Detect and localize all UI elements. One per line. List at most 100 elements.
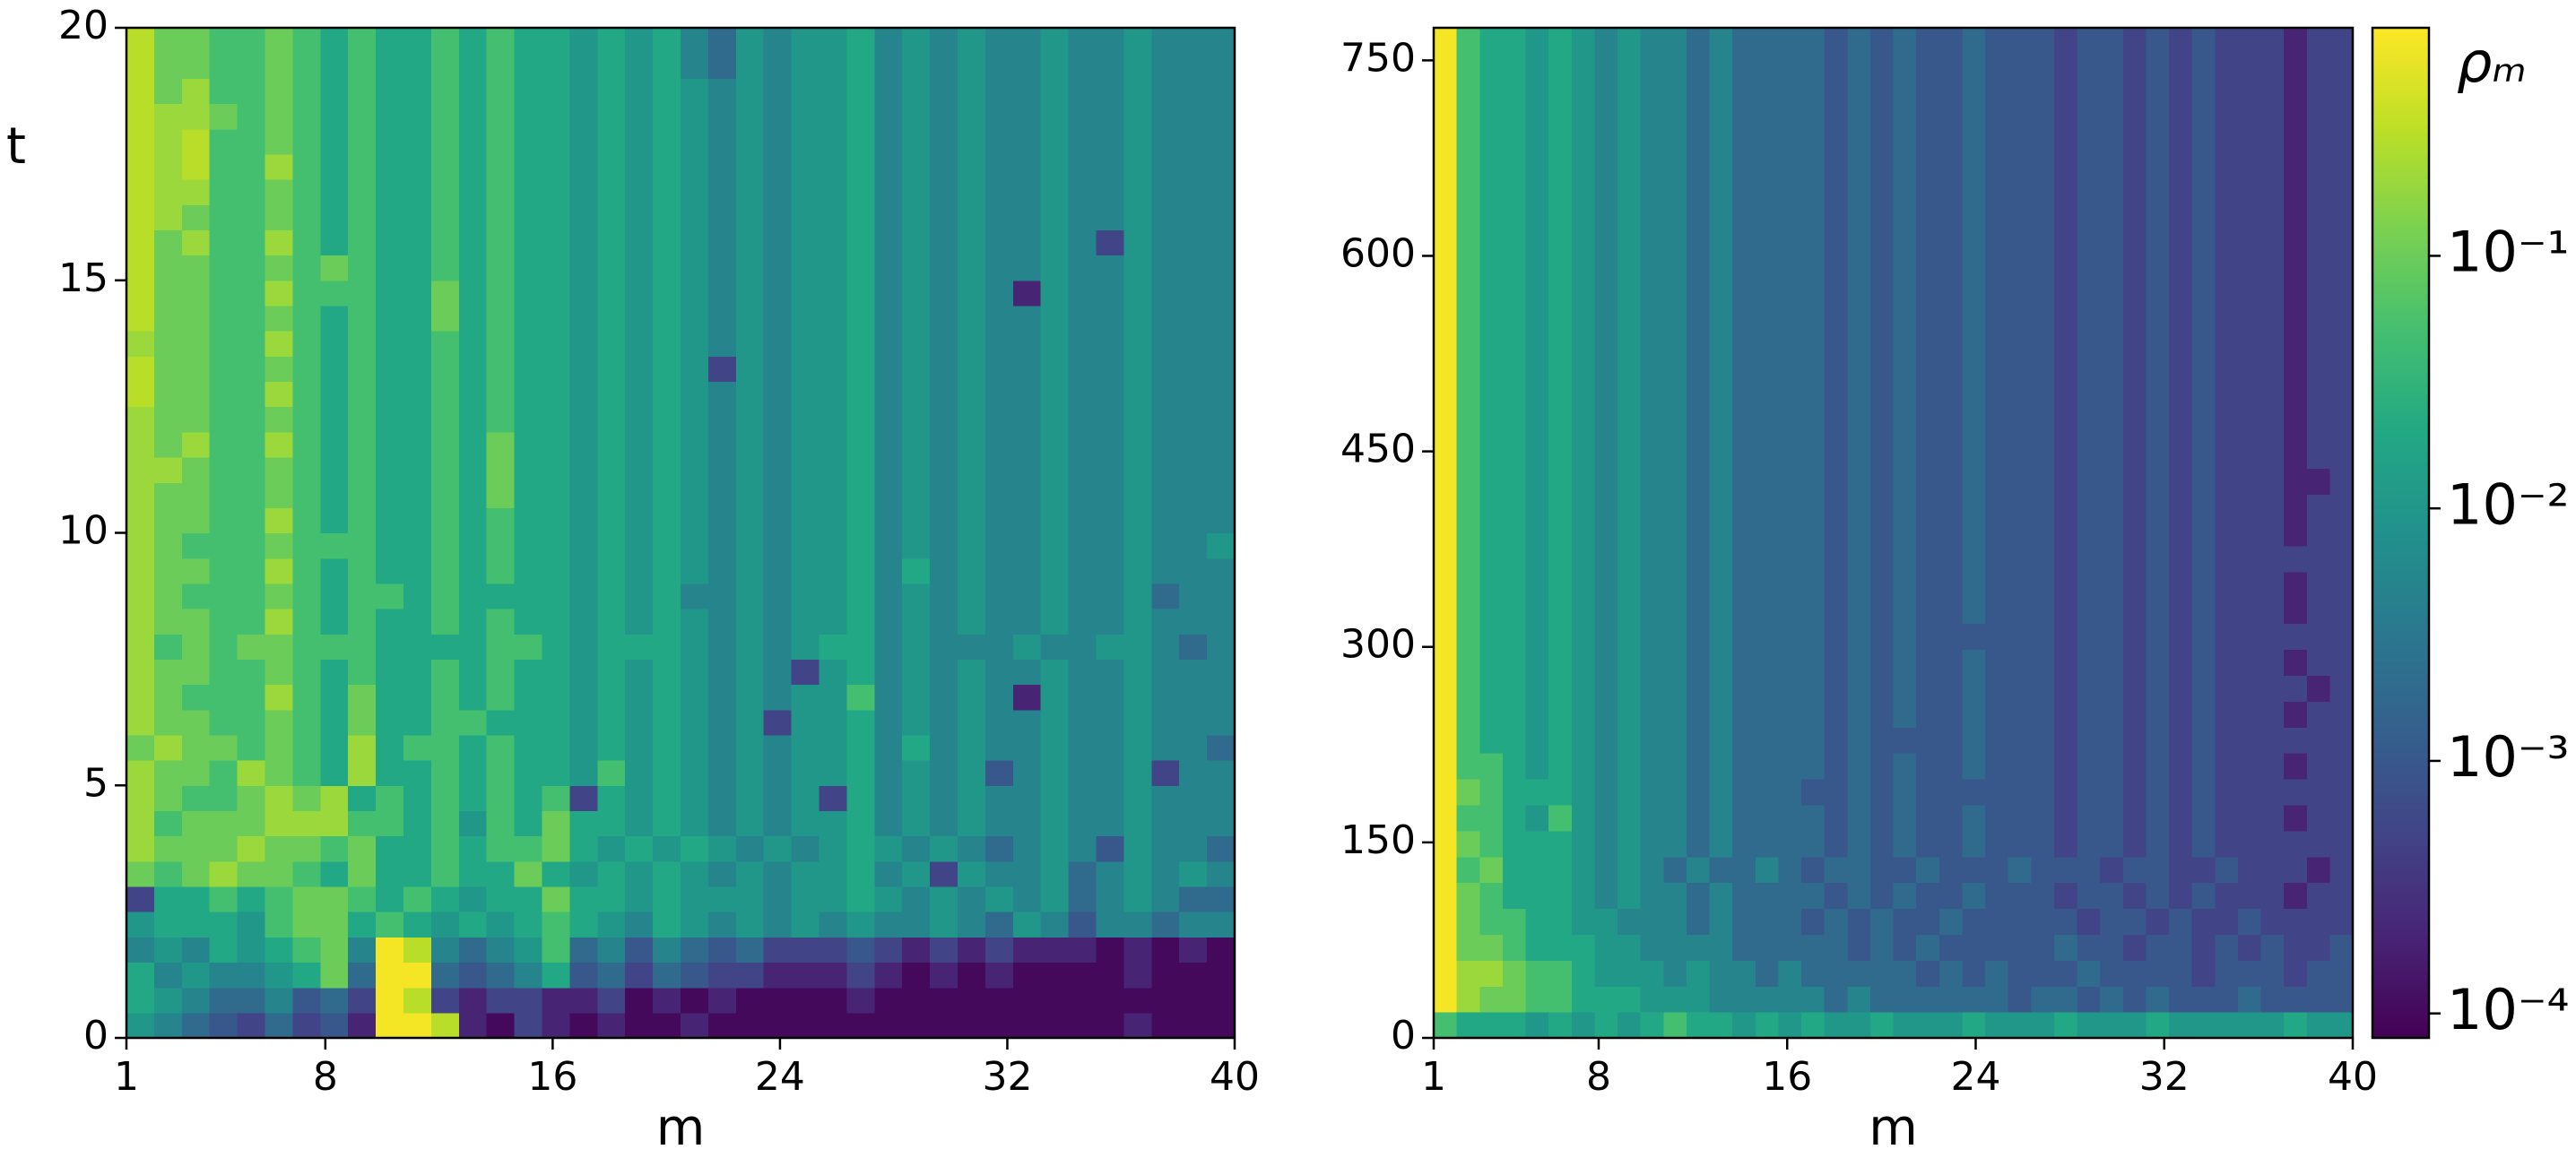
- heat-cell: [1824, 623, 1848, 651]
- heat-cell: [1548, 960, 1573, 987]
- heat-cell: [1456, 131, 1480, 159]
- heat-cell: [486, 937, 516, 964]
- heat-cell: [2284, 79, 2308, 107]
- heat-cell: [1068, 331, 1097, 357]
- heat-cell: [209, 609, 239, 635]
- heat-cell: [735, 406, 765, 433]
- heat-cell: [735, 785, 765, 812]
- heat-cell: [1040, 280, 1070, 307]
- heat-cell: [1824, 727, 1848, 754]
- heat-cell: [1686, 131, 1711, 159]
- heat-cell: [320, 179, 349, 205]
- heat-cell: [791, 860, 820, 887]
- heat-cell: [265, 1012, 293, 1039]
- heat-cell: [2215, 545, 2239, 573]
- heat-cell: [1456, 1012, 1480, 1039]
- heat-cell: [1179, 229, 1208, 256]
- heat-cell: [1869, 675, 1895, 702]
- heat-cell: [458, 229, 488, 256]
- heat-cell: [874, 886, 903, 912]
- heat-cell: [542, 331, 570, 357]
- heat-cell: [1985, 53, 2009, 81]
- heat-cell: [320, 860, 349, 887]
- heat-cell: [681, 634, 709, 660]
- heat-cell: [846, 28, 875, 54]
- heat-cell: [1179, 103, 1208, 130]
- heat-cell: [1709, 960, 1733, 987]
- heat-cell: [2306, 53, 2330, 81]
- heat-cell: [430, 912, 460, 938]
- heat-cell: [1479, 649, 1504, 677]
- heat-cell: [1869, 882, 1895, 910]
- heat-cell: [209, 28, 239, 54]
- heat-cell: [1847, 804, 1871, 832]
- heat-cell: [1502, 675, 1527, 702]
- heat-cell: [348, 937, 377, 964]
- heat-cell: [320, 1012, 349, 1039]
- heat-cell: [735, 532, 765, 559]
- heat-cell: [348, 760, 377, 786]
- heat-cell: [1869, 261, 1895, 288]
- heat-cell: [1525, 1012, 1549, 1039]
- heat-cell: [2306, 157, 2330, 184]
- heat-cell: [1778, 416, 1802, 443]
- heat-cell: [2191, 364, 2216, 392]
- heat-cell: [763, 962, 793, 989]
- heat-cell: [1686, 804, 1711, 832]
- heat-cell: [1571, 79, 1595, 107]
- heat-cell: [2169, 157, 2193, 184]
- heat-cell: [681, 179, 709, 205]
- heat-cell: [1207, 128, 1236, 155]
- heat-cell: [2053, 856, 2078, 884]
- heat-cell: [2260, 986, 2285, 1013]
- heat-cell: [958, 255, 986, 281]
- heat-cell: [681, 356, 709, 383]
- heat-cell: [1985, 79, 2009, 107]
- heat-cell: [1778, 442, 1802, 469]
- heat-cell: [126, 810, 155, 837]
- heat-cell: [320, 204, 349, 230]
- heat-cell: [1778, 934, 1802, 961]
- heat-cell: [569, 937, 598, 964]
- heat-cell: [1479, 157, 1504, 184]
- heat-cell: [1778, 286, 1802, 314]
- heat-cell: [1594, 545, 1618, 573]
- heat-cell: [486, 532, 516, 559]
- heat-cell: [902, 937, 931, 964]
- heat-cell: [1847, 235, 1871, 262]
- heat-cell: [1012, 255, 1042, 281]
- heat-cell: [376, 331, 404, 357]
- heat-cell: [1709, 597, 1733, 625]
- heat-cell: [1985, 209, 2009, 236]
- heat-cell: [265, 179, 293, 205]
- heat-cell: [209, 179, 239, 205]
- heat-cell: [2191, 753, 2216, 780]
- heat-cell: [1123, 810, 1152, 837]
- heat-cell: [1663, 338, 1687, 366]
- heat-cell: [846, 557, 875, 584]
- heat-cell: [2146, 571, 2170, 599]
- heat-cell: [209, 482, 239, 508]
- heat-cell: [1123, 1012, 1152, 1039]
- heat-cell: [1847, 960, 1871, 987]
- heat-cell: [625, 734, 654, 761]
- heat-cell: [2329, 753, 2354, 780]
- heat-cell: [2146, 986, 2170, 1013]
- heat-cell: [2237, 623, 2262, 651]
- heat-cell: [486, 659, 516, 686]
- heat-cell: [2008, 364, 2032, 392]
- heat-cell: [2077, 209, 2101, 236]
- heat-cell: [1847, 364, 1871, 392]
- heat-cell: [376, 659, 404, 686]
- heat-cell: [126, 684, 155, 711]
- heat-cell: [1594, 934, 1618, 961]
- heat-cell: [209, 128, 239, 155]
- heat-cell: [1151, 507, 1180, 534]
- heat-cell: [681, 128, 709, 155]
- heat-cell: [237, 709, 266, 736]
- heat-cell: [930, 431, 958, 458]
- heat-cell: [514, 659, 543, 686]
- heat-cell: [2053, 649, 2078, 677]
- heat-cell: [735, 912, 765, 938]
- heat-cell: [2077, 597, 2101, 625]
